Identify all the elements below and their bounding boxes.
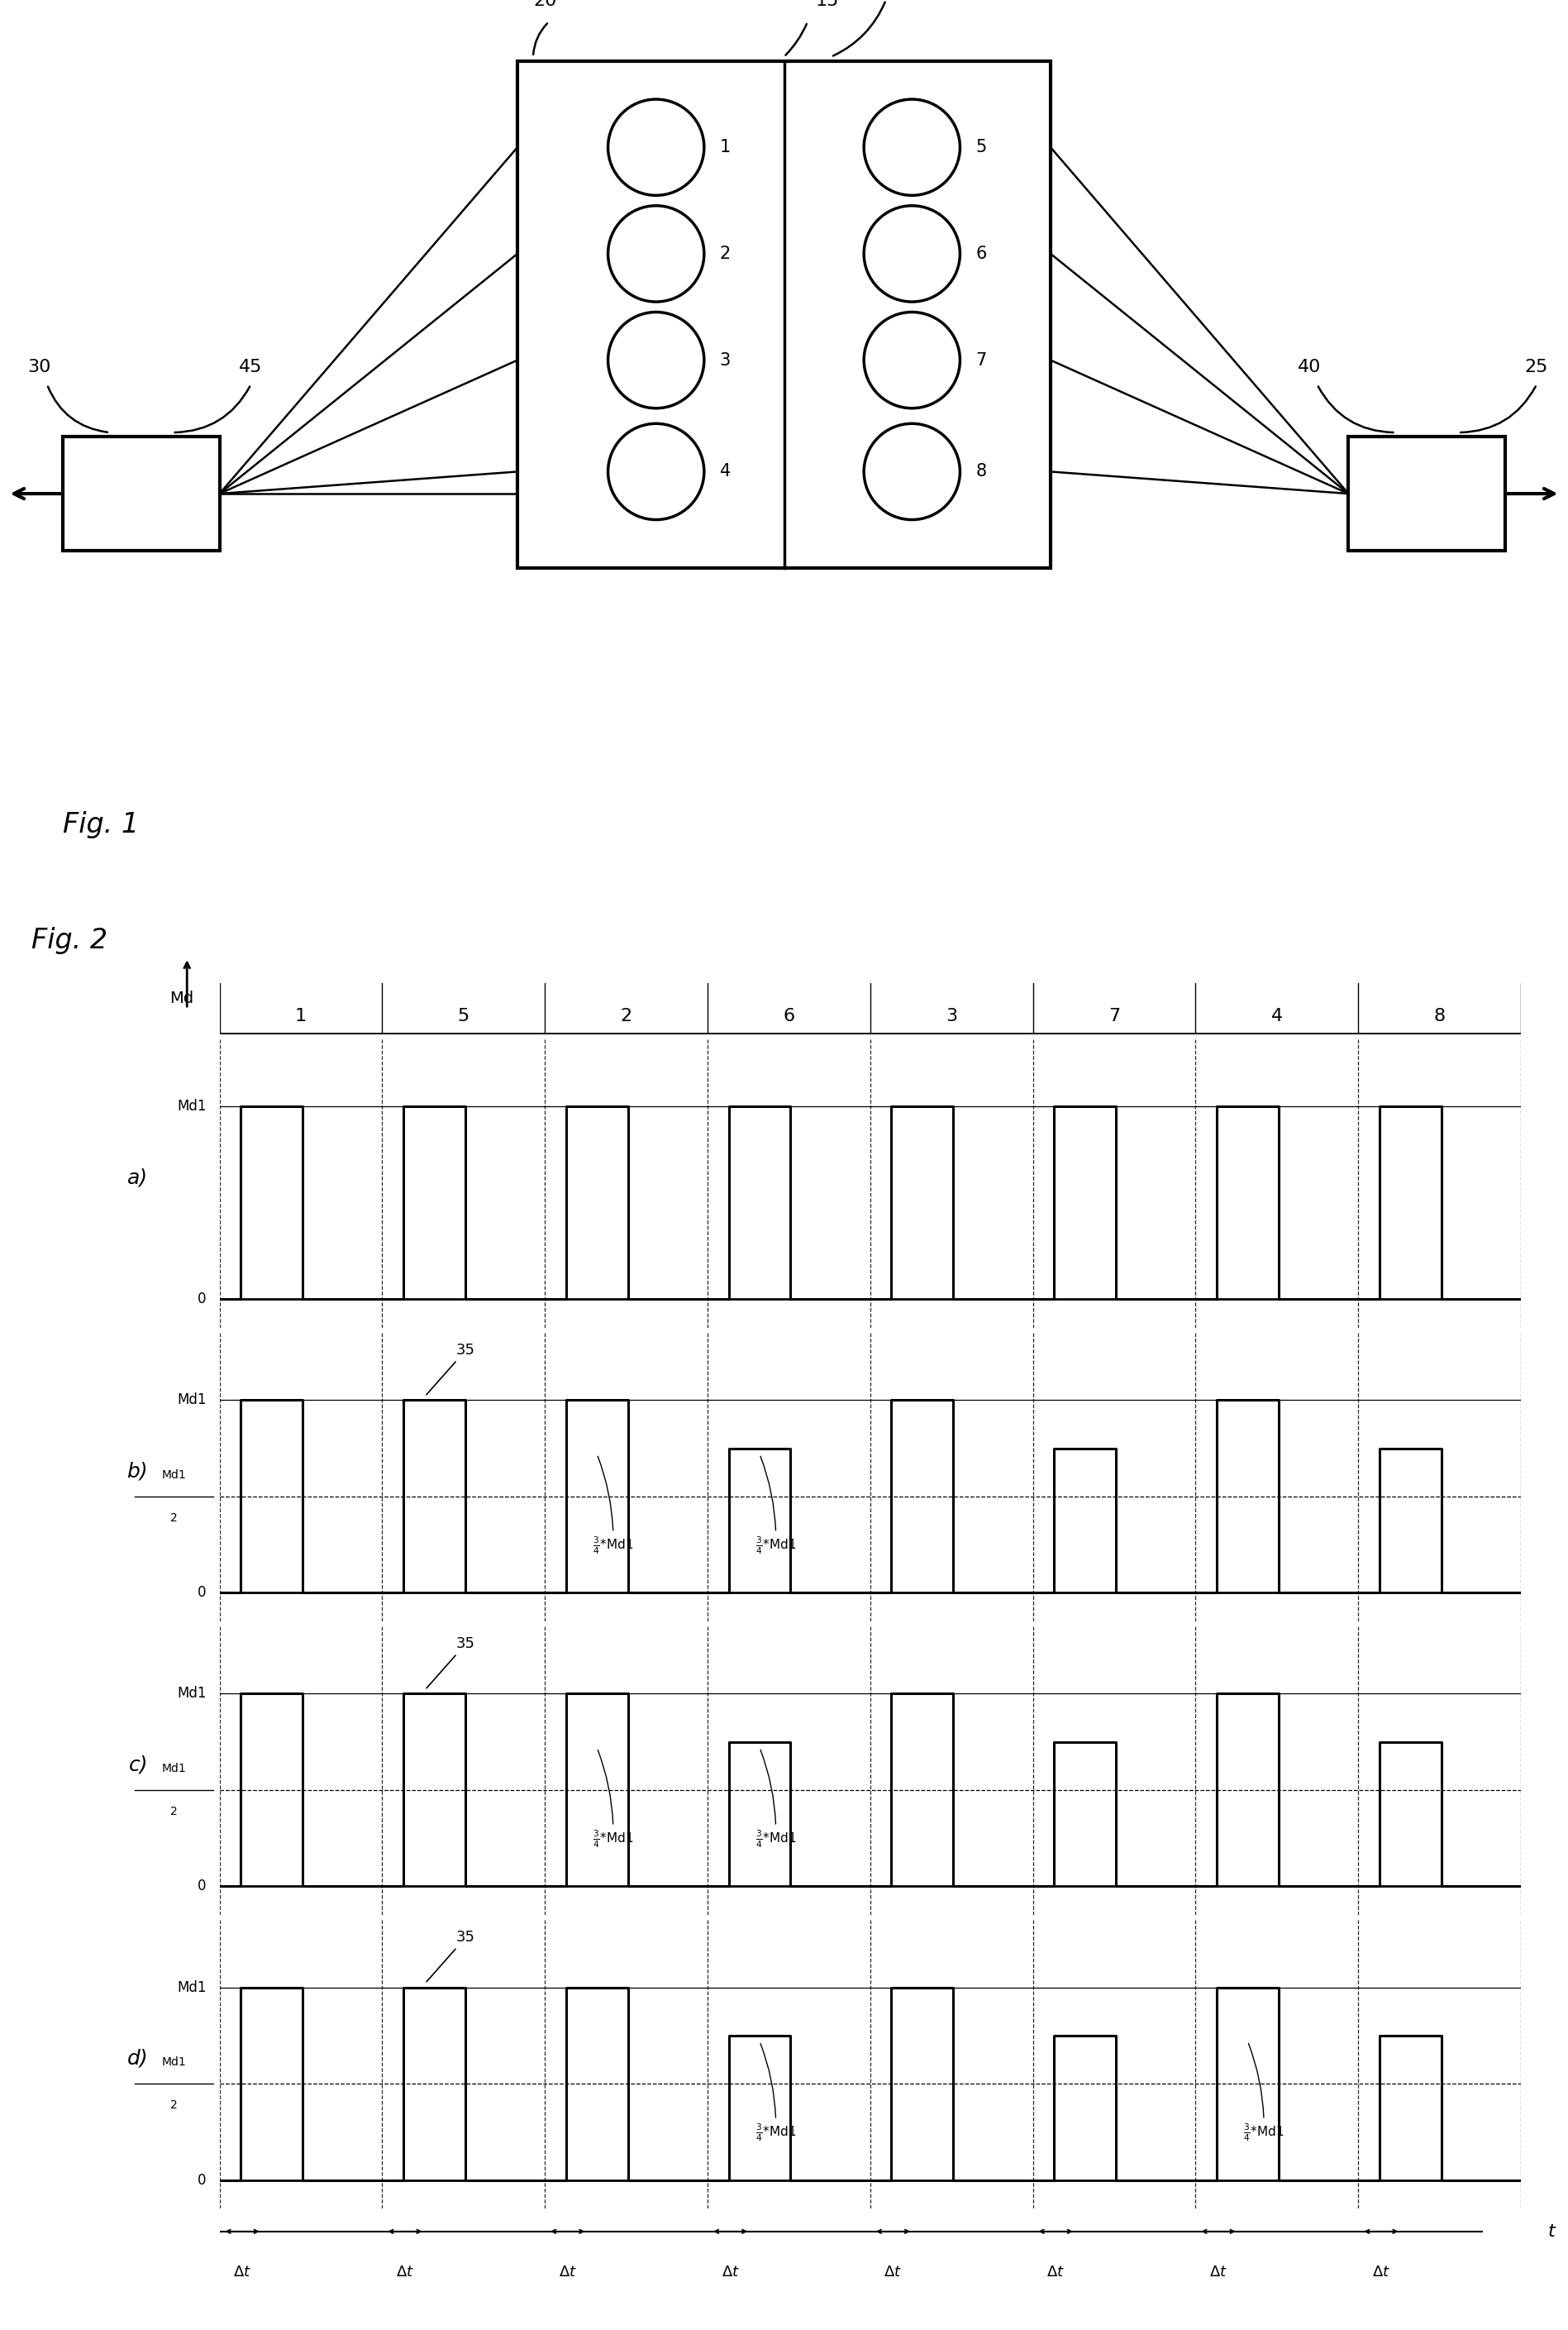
Text: 4: 4	[720, 464, 731, 480]
Text: $\Delta t$: $\Delta t$	[1209, 2265, 1228, 2279]
Text: Md1: Md1	[177, 1100, 207, 1114]
Text: Md1: Md1	[162, 1468, 187, 1480]
Text: Md1: Md1	[177, 1393, 207, 1407]
Text: 7: 7	[975, 352, 986, 368]
Text: Fig. 2: Fig. 2	[31, 927, 108, 955]
Text: 2: 2	[171, 2099, 177, 2111]
Text: 20: 20	[533, 0, 557, 9]
Text: 1: 1	[295, 1009, 307, 1025]
Ellipse shape	[608, 205, 704, 303]
Text: Md1: Md1	[162, 2055, 187, 2067]
Text: Md1: Md1	[177, 1980, 207, 1994]
Text: 35: 35	[426, 1929, 475, 1983]
Text: 2: 2	[171, 1806, 177, 1817]
Ellipse shape	[608, 424, 704, 520]
Text: 6: 6	[782, 1009, 795, 1025]
Text: 15: 15	[815, 0, 839, 9]
Bar	[1348, 438, 1505, 550]
Ellipse shape	[864, 424, 960, 520]
Text: $\frac{3}{4}$*Md1: $\frac{3}{4}$*Md1	[756, 2043, 797, 2144]
Text: $\Delta t$: $\Delta t$	[558, 2265, 577, 2279]
Text: 4: 4	[1272, 1009, 1283, 1025]
Text: 6: 6	[975, 245, 986, 261]
Text: $\Delta t$: $\Delta t$	[721, 2265, 740, 2279]
Text: 35: 35	[426, 1342, 475, 1396]
Text: 40: 40	[1298, 359, 1320, 375]
Text: Fig. 1: Fig. 1	[63, 811, 140, 839]
Bar	[517, 61, 1051, 569]
Ellipse shape	[864, 205, 960, 303]
Text: $\Delta t$: $\Delta t$	[395, 2265, 414, 2279]
Text: Md1: Md1	[177, 1687, 207, 1701]
Text: 45: 45	[240, 359, 262, 375]
Text: $\Delta t$: $\Delta t$	[1372, 2265, 1391, 2279]
Text: 1: 1	[720, 140, 731, 156]
Text: $t$: $t$	[1548, 2223, 1557, 2239]
Text: $\frac{3}{4}$*Md1: $\frac{3}{4}$*Md1	[1243, 2043, 1284, 2144]
Text: 5: 5	[458, 1009, 469, 1025]
Ellipse shape	[608, 100, 704, 196]
Text: 7: 7	[1109, 1009, 1120, 1025]
Text: 2: 2	[720, 245, 731, 261]
Text: 8: 8	[975, 464, 986, 480]
Text: $\Delta t$: $\Delta t$	[1046, 2265, 1065, 2279]
Text: $\frac{3}{4}$*Md1: $\frac{3}{4}$*Md1	[593, 1750, 633, 1850]
Text: 0: 0	[198, 2172, 207, 2188]
Ellipse shape	[864, 100, 960, 196]
Text: 5: 5	[975, 140, 986, 156]
Text: c): c)	[129, 1754, 147, 1775]
Text: 3: 3	[946, 1009, 958, 1025]
Text: Md1: Md1	[162, 1761, 187, 1773]
Text: d): d)	[127, 2048, 147, 2069]
Text: a): a)	[127, 1167, 147, 1188]
Text: 2: 2	[621, 1009, 632, 1025]
Text: 35: 35	[426, 1636, 475, 1689]
Text: 25: 25	[1526, 359, 1548, 375]
Text: 30: 30	[28, 359, 50, 375]
Text: 3: 3	[720, 352, 731, 368]
Text: 8: 8	[1433, 1009, 1446, 1025]
Text: Md: Md	[169, 990, 193, 1007]
Ellipse shape	[608, 312, 704, 408]
Text: $\frac{3}{4}$*Md1: $\frac{3}{4}$*Md1	[593, 1456, 633, 1556]
Text: 0: 0	[198, 1584, 207, 1601]
Text: 2: 2	[171, 1512, 177, 1524]
Text: 0: 0	[198, 1291, 207, 1307]
Bar	[63, 438, 220, 550]
Text: 0: 0	[198, 1878, 207, 1894]
Text: $\frac{3}{4}$*Md1: $\frac{3}{4}$*Md1	[756, 1456, 797, 1556]
Text: $\Delta t$: $\Delta t$	[884, 2265, 902, 2279]
Text: $\frac{3}{4}$*Md1: $\frac{3}{4}$*Md1	[756, 1750, 797, 1850]
Text: b): b)	[127, 1461, 147, 1482]
Ellipse shape	[864, 312, 960, 408]
Text: $\Delta t$: $\Delta t$	[234, 2265, 251, 2279]
